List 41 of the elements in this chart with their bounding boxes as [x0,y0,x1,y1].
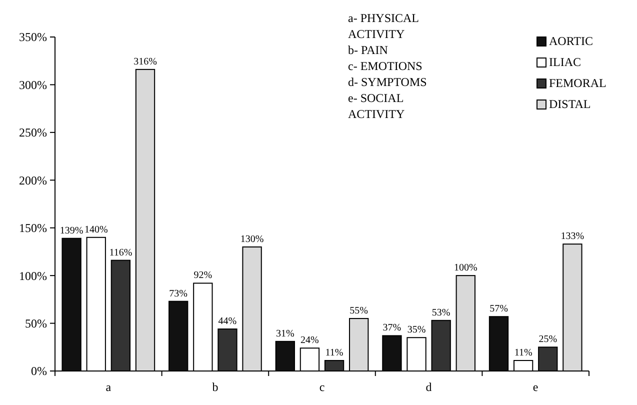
data-label: 139% [60,225,84,236]
y-tick-label: 100% [19,268,47,283]
data-label: 57% [490,304,508,315]
y-tick-label: 350% [19,30,47,44]
y-tick-label: 200% [19,173,47,188]
data-label: 53% [432,307,450,318]
data-label: 130% [240,234,264,245]
data-label: 73% [169,288,188,300]
data-label: 11% [514,348,532,359]
y-tick-label: 250% [19,126,47,140]
data-label: 140% [84,224,108,236]
data-label: 35% [407,324,426,336]
data-label: 316% [134,56,157,68]
y-tick-label: 150% [19,221,47,236]
data-label: 100% [454,262,478,274]
x-tick-label: d [426,380,432,394]
data-label: 55% [350,306,368,317]
legend-label: ILIAC [549,55,581,69]
data-label: 37% [382,322,402,334]
annotation: b- PAIN [348,43,388,57]
data-label: 92% [194,270,212,282]
data-label: 31% [276,328,294,340]
legend-label: AORTIC [549,34,593,48]
annotation: e- SOCIAL ACTIVITY [348,91,405,121]
data-label: 44% [218,316,237,328]
x-tick-label: a [106,380,112,394]
x-tick-label: b [212,380,218,394]
annotation: c- EMOTIONS [348,59,422,73]
data-label: 11% [325,348,344,359]
y-tick-label: 300% [19,78,47,92]
y-tick-label: 50% [25,316,47,330]
y-tick-label: 0% [31,364,47,378]
legend-label: FEMORAL [549,76,606,90]
x-tick-label: c [319,380,325,394]
x-tick-label: e [532,380,538,394]
data-label: 133% [560,231,584,242]
data-label: 25% [538,334,558,346]
legend-label: DISTAL [549,97,591,111]
data-label: 116% [109,247,132,258]
data-label: 24% [300,335,319,346]
annotation: d- SYMPTOMS [348,75,427,89]
